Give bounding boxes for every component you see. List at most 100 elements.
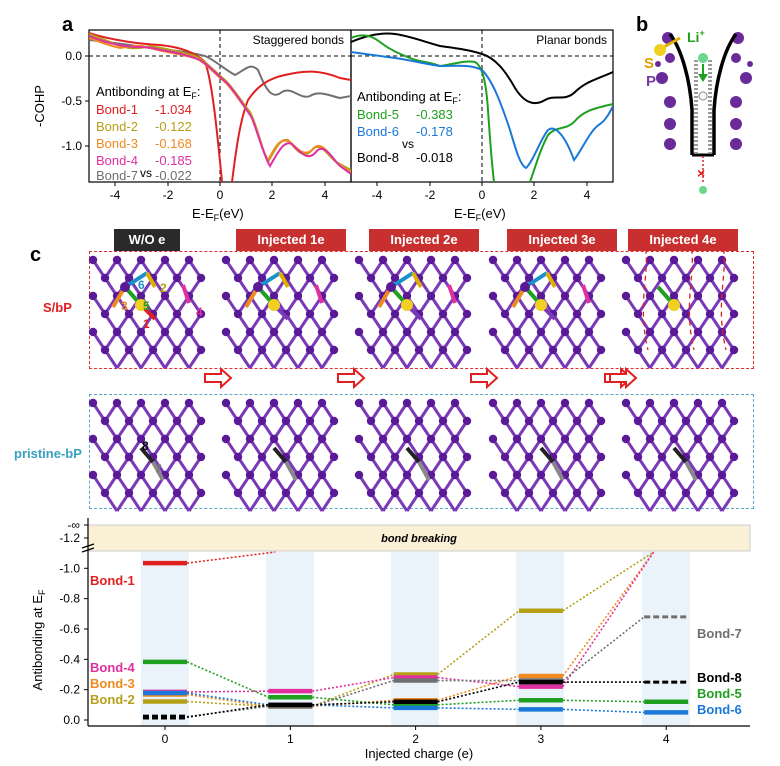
- connector: [312, 704, 394, 709]
- legend-bond-1: Bond-1 -1.034: [96, 102, 192, 117]
- cohp-ylabel: -COHP: [32, 85, 47, 127]
- cohp-left-title: Staggered bonds: [253, 33, 344, 47]
- antibonding-chart: bond breaking -∞ -1.2 -1.0 -0.8 -0.6 -0.4 -0.…: [30, 518, 751, 761]
- legend-bond-3: Bond-3 -0.168: [96, 136, 192, 151]
- state-head-2: Injected 2e: [369, 229, 479, 251]
- s-atom-1: [268, 299, 280, 311]
- ytick-label-4: -0.4: [59, 652, 80, 666]
- state-arrow-1: [337, 366, 366, 390]
- break-connector: [562, 551, 655, 677]
- li-ion-top: [698, 53, 708, 63]
- lattice-tile-5: [88, 398, 206, 512]
- svg-text:2: 2: [269, 188, 276, 202]
- svg-text:4: 4: [584, 188, 591, 202]
- bond-7-2: [417, 461, 431, 481]
- ytick-label-1: -1.0: [59, 561, 80, 575]
- bond-number-1: 1: [143, 317, 150, 331]
- bottom-yticks: -1.2 -1.0 -0.8 -0.6 -0.4 -0.2 0.0: [59, 531, 88, 727]
- bond-7-1: [284, 461, 298, 481]
- structure-panels: 1 2 3 4 5 6 78: [88, 239, 739, 512]
- bond-2-0: [145, 272, 157, 288]
- label-bond-1: Bond-1: [90, 573, 135, 588]
- lattice-tile-2: [354, 255, 472, 369]
- connector: [312, 696, 394, 706]
- connector: [186, 704, 269, 719]
- legend-bond-8: Bond-8 -0.018: [357, 150, 453, 165]
- bond-7-0: [151, 461, 165, 481]
- bond-number-5: 5: [143, 299, 150, 313]
- legend-vs-right: vs: [402, 137, 414, 151]
- s-atom-3: [535, 299, 547, 311]
- cohp-right-legend: Antibonding at EF: Bond-5 -0.383 Bond-6 -0…: [357, 89, 462, 165]
- legend-vs-left: vs: [140, 166, 152, 180]
- bond-8-0: [139, 446, 155, 464]
- svg-text:Antibonding at EF:: Antibonding at EF:: [96, 84, 201, 101]
- svg-text:Antibonding at EF:: Antibonding at EF:: [357, 89, 462, 106]
- label-bond-8: Bond-8: [697, 670, 742, 685]
- lattice-tile-9: [621, 398, 739, 512]
- ytick-label-6: 0.0: [63, 713, 80, 727]
- state-head-4: Injected 4e: [628, 229, 738, 251]
- connector: [312, 676, 394, 692]
- s-label: S: [644, 55, 654, 72]
- bond-8-3: [539, 446, 555, 464]
- connector: [562, 708, 645, 714]
- connector: [312, 700, 394, 706]
- highlight-columns: [141, 552, 690, 726]
- bond-number-4: 4: [196, 305, 203, 319]
- state-arrow-2: [470, 366, 499, 390]
- ytick-label-5: -0.2: [59, 683, 80, 697]
- bond-number-3: 3: [121, 299, 128, 313]
- block-mark: ×: [697, 165, 705, 181]
- connector: [437, 699, 519, 706]
- ytick-2: -1.0: [61, 139, 82, 153]
- bottom-ylabel: Antibonding at EF: [30, 589, 47, 690]
- state-head-0: W/O e: [114, 229, 180, 251]
- bond-2-2: [411, 272, 423, 288]
- connector: [186, 692, 269, 706]
- break-line-2: [720, 239, 727, 351]
- neg-inf-tick: -∞: [67, 518, 80, 532]
- label-bond-5: Bond-5: [697, 686, 742, 701]
- banner-text: bond breaking: [381, 533, 457, 545]
- bond-2-3: [545, 272, 557, 288]
- panel-letter-a: a: [62, 14, 74, 36]
- break-line-0: [642, 239, 649, 351]
- bottom-xlabel: Injected charge (e): [365, 746, 473, 761]
- s-atom-0: [135, 299, 147, 311]
- svg-text:-2: -2: [425, 188, 436, 202]
- lattice-tile-1: [221, 255, 339, 369]
- cohp-left-xticks: -4 -2 0 2 4: [110, 182, 329, 202]
- cohp-curve-bond-6: [351, 51, 613, 170]
- bond-7-3: [551, 461, 565, 481]
- connector: [186, 690, 269, 693]
- legend-bond-4: Bond-4 -0.185: [96, 153, 192, 168]
- bond-8-2: [405, 446, 421, 464]
- bond-4-0: [181, 284, 191, 304]
- svg-text:0: 0: [217, 188, 224, 202]
- connector: [437, 681, 520, 703]
- cohp-left-xlabel: E-EF(eV): [192, 206, 244, 223]
- bond-7-4: [684, 461, 698, 481]
- schematic: S P Li+ ×: [644, 28, 753, 194]
- bottom-xticks: 0 1 2 3 4: [162, 726, 670, 746]
- legend-bond-6: Bond-6 -0.178: [357, 124, 453, 139]
- label-bond-4: Bond-4: [90, 660, 136, 675]
- li-label: Li+: [687, 28, 705, 45]
- legend-bond-7: Bond-7 -0.022: [96, 168, 192, 183]
- row-label-pristine: pristine-bP: [14, 446, 82, 461]
- svg-text:-4: -4: [372, 188, 383, 202]
- ytick-0: 0.0: [65, 49, 82, 63]
- sbp-box: [89, 251, 754, 369]
- svg-text:0: 0: [479, 188, 486, 202]
- cohp-right-title: Planar bonds: [536, 33, 607, 47]
- connector: [186, 693, 269, 708]
- cohp-curve-bond-4: [89, 35, 351, 175]
- state-head-1: Injected 1e: [236, 229, 346, 251]
- p-atoms: [655, 32, 753, 150]
- ytick-label-2: -0.8: [59, 592, 80, 606]
- xtick-label-2: 2: [412, 732, 419, 746]
- cohp-right-xticks: -4 -2 0 2 4: [372, 182, 591, 202]
- bond-8-1: [272, 446, 288, 464]
- bond-number-6: 6: [138, 278, 145, 292]
